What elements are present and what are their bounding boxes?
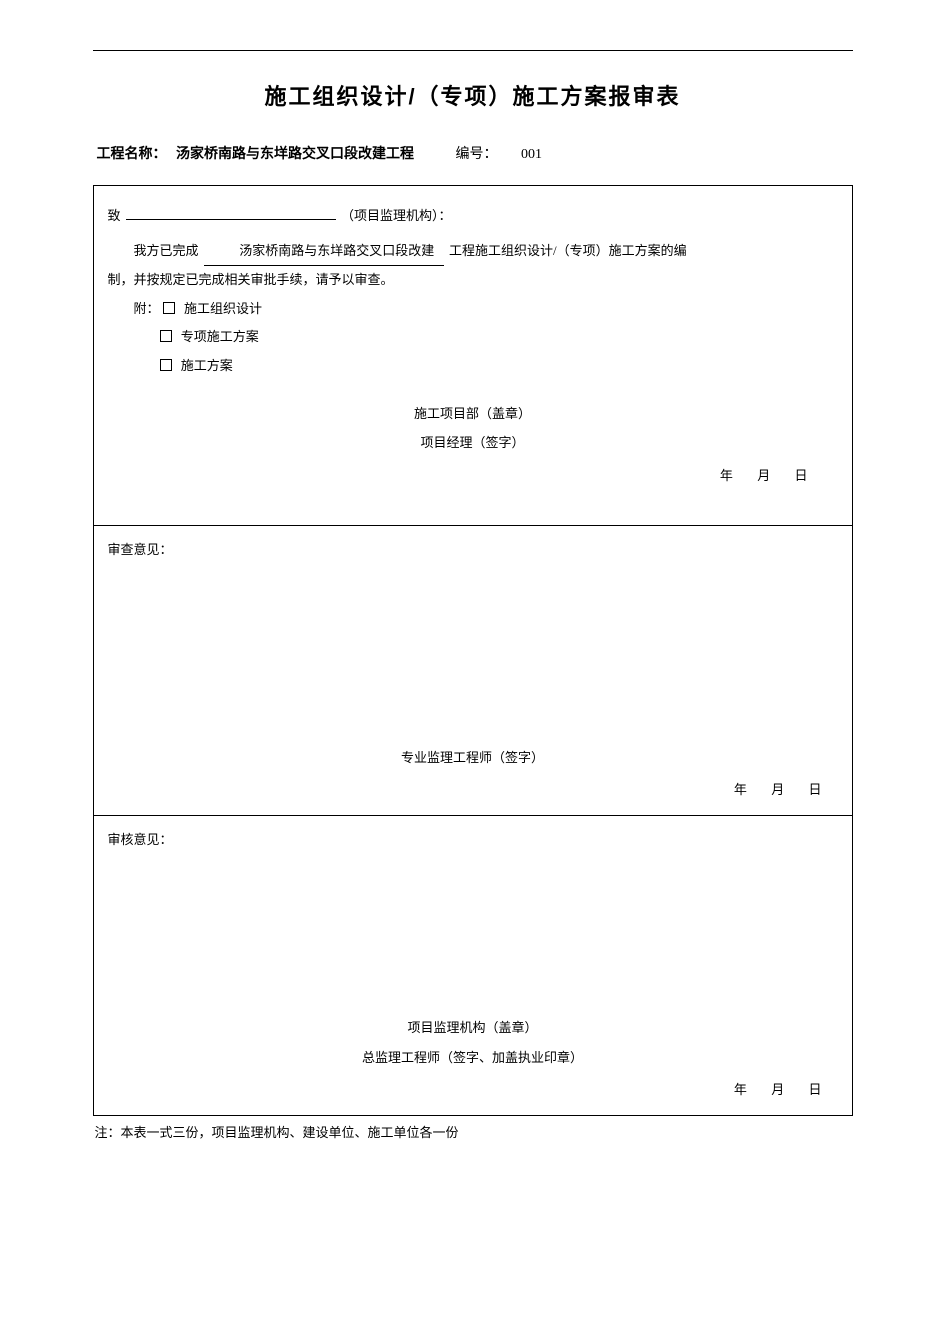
project-name-label: 工程名称： xyxy=(97,147,167,162)
checkbox-plan-label: 施工方案 xyxy=(181,358,233,373)
contractor-dept-seal: 施工项目部（盖章） xyxy=(108,399,838,429)
form-title: 施工组织设计/（专项）施工方案报审表 xyxy=(93,79,853,111)
review-month-label: 月 xyxy=(771,782,784,797)
review-date: 年 月 日 xyxy=(94,776,852,805)
review-signature-block: 专业监理工程师（签字） 年 月 日 xyxy=(94,725,852,805)
date-year-label: 年 xyxy=(720,468,733,483)
statement-line: 制，并按规定已完成相关审批手续，请予以审查。 xyxy=(108,266,838,295)
attach-line-1: 附： 施工组织设计 xyxy=(108,295,838,324)
checkbox-org-design-label: 施工组织设计 xyxy=(184,301,262,316)
project-manager-sign: 项目经理（签字） xyxy=(108,428,838,458)
attach-line-3: 施工方案 xyxy=(108,352,838,381)
specialist-engineer-sign: 专业监理工程师（签字） xyxy=(94,743,852,773)
approval-date: 年 月 日 xyxy=(94,1076,852,1105)
review-year-label: 年 xyxy=(734,782,747,797)
submission-section: 致 （项目监理机构）： 我方已完成 汤家桥南路与东垟路交叉口段改建 工程施工组织… xyxy=(93,186,852,526)
contractor-date: 年 月 日 xyxy=(108,462,838,491)
attach-label: 附： xyxy=(134,301,160,316)
attach-line-2: 专项施工方案 xyxy=(108,323,838,352)
top-rule xyxy=(93,50,853,51)
checkbox-org-design[interactable] xyxy=(163,302,175,314)
form-number-label: 编号： xyxy=(456,147,498,162)
approval-month-label: 月 xyxy=(771,1082,784,1097)
addressee-line: 致 （项目监理机构）： xyxy=(108,202,838,231)
form-number-value: 001 xyxy=(521,147,542,162)
chief-engineer-sign: 总监理工程师（签字、加盖执业印章） xyxy=(94,1043,852,1073)
footnote: 注：本表一式三份，项目监理机构、建设单位、施工单位各一份 xyxy=(93,1116,853,1141)
review-section: 审查意见： 专业监理工程师（签字） 年 月 日 xyxy=(93,526,852,816)
supervisor-blank[interactable] xyxy=(126,206,336,220)
completed-prefix: 我方已完成 xyxy=(134,243,199,258)
checkbox-plan[interactable] xyxy=(160,359,172,371)
form-table: 致 （项目监理机构）： 我方已完成 汤家桥南路与东垟路交叉口段改建 工程施工组织… xyxy=(93,185,853,1116)
form-page: 施工组织设计/（专项）施工方案报审表 工程名称： 汤家桥南路与东垟路交叉口段改建… xyxy=(93,50,853,1141)
completed-value: 汤家桥南路与东垟路交叉口段改建 xyxy=(204,237,444,267)
supervision-org-seal: 项目监理机构（盖章） xyxy=(94,1013,852,1043)
supervisor-suffix: （项目监理机构）： xyxy=(341,208,452,223)
approval-day-label: 日 xyxy=(808,1082,821,1097)
contractor-signature-block: 施工项目部（盖章） 项目经理（签字） xyxy=(108,399,838,459)
completed-suffix: 工程施工组织设计/（专项）施工方案的编 xyxy=(449,243,687,258)
date-day-label: 日 xyxy=(794,468,807,483)
date-month-label: 月 xyxy=(757,468,770,483)
zhi-label: 致 xyxy=(108,208,121,223)
review-heading: 审查意见： xyxy=(108,536,838,565)
approval-year-label: 年 xyxy=(734,1082,747,1097)
review-day-label: 日 xyxy=(808,782,821,797)
approval-signature-block: 项目监理机构（盖章） 总监理工程师（签字、加盖执业印章） 年 月 日 xyxy=(94,995,852,1105)
completed-line: 我方已完成 汤家桥南路与东垟路交叉口段改建 工程施工组织设计/（专项）施工方案的… xyxy=(108,237,838,267)
header-line: 工程名称： 汤家桥南路与东垟路交叉口段改建工程 编号： 001 xyxy=(93,143,853,163)
approval-section: 审核意见： 项目监理机构（盖章） 总监理工程师（签字、加盖执业印章） 年 月 日 xyxy=(93,816,852,1116)
checkbox-special-plan-label: 专项施工方案 xyxy=(181,329,259,344)
checkbox-special-plan[interactable] xyxy=(160,330,172,342)
project-name-value: 汤家桥南路与东垟路交叉口段改建工程 xyxy=(176,147,414,162)
approval-heading: 审核意见： xyxy=(108,826,838,855)
